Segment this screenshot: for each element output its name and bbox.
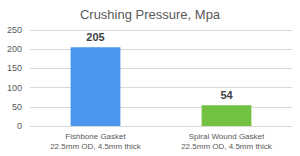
svg-text:50: 50 [12,102,22,112]
svg-text:22.5mm OD, 4.5mm thick: 22.5mm OD, 4.5mm thick [50,142,142,151]
svg-text:205: 205 [86,31,104,43]
svg-text:100: 100 [7,83,22,93]
svg-text:22.5mm OD, 4.5mm thick: 22.5mm OD, 4.5mm thick [181,142,273,151]
svg-text:0: 0 [17,121,22,131]
svg-text:Crushing Pressure, Mpa: Crushing Pressure, Mpa [80,7,221,22]
svg-text:54: 54 [220,89,233,101]
svg-text:Fishbone Gasket: Fishbone Gasket [65,132,126,141]
svg-text:250: 250 [7,25,22,35]
svg-text:Spiral Wound Gasket: Spiral Wound Gasket [189,132,265,141]
svg-text:200: 200 [7,44,22,54]
svg-text:150: 150 [7,63,22,73]
